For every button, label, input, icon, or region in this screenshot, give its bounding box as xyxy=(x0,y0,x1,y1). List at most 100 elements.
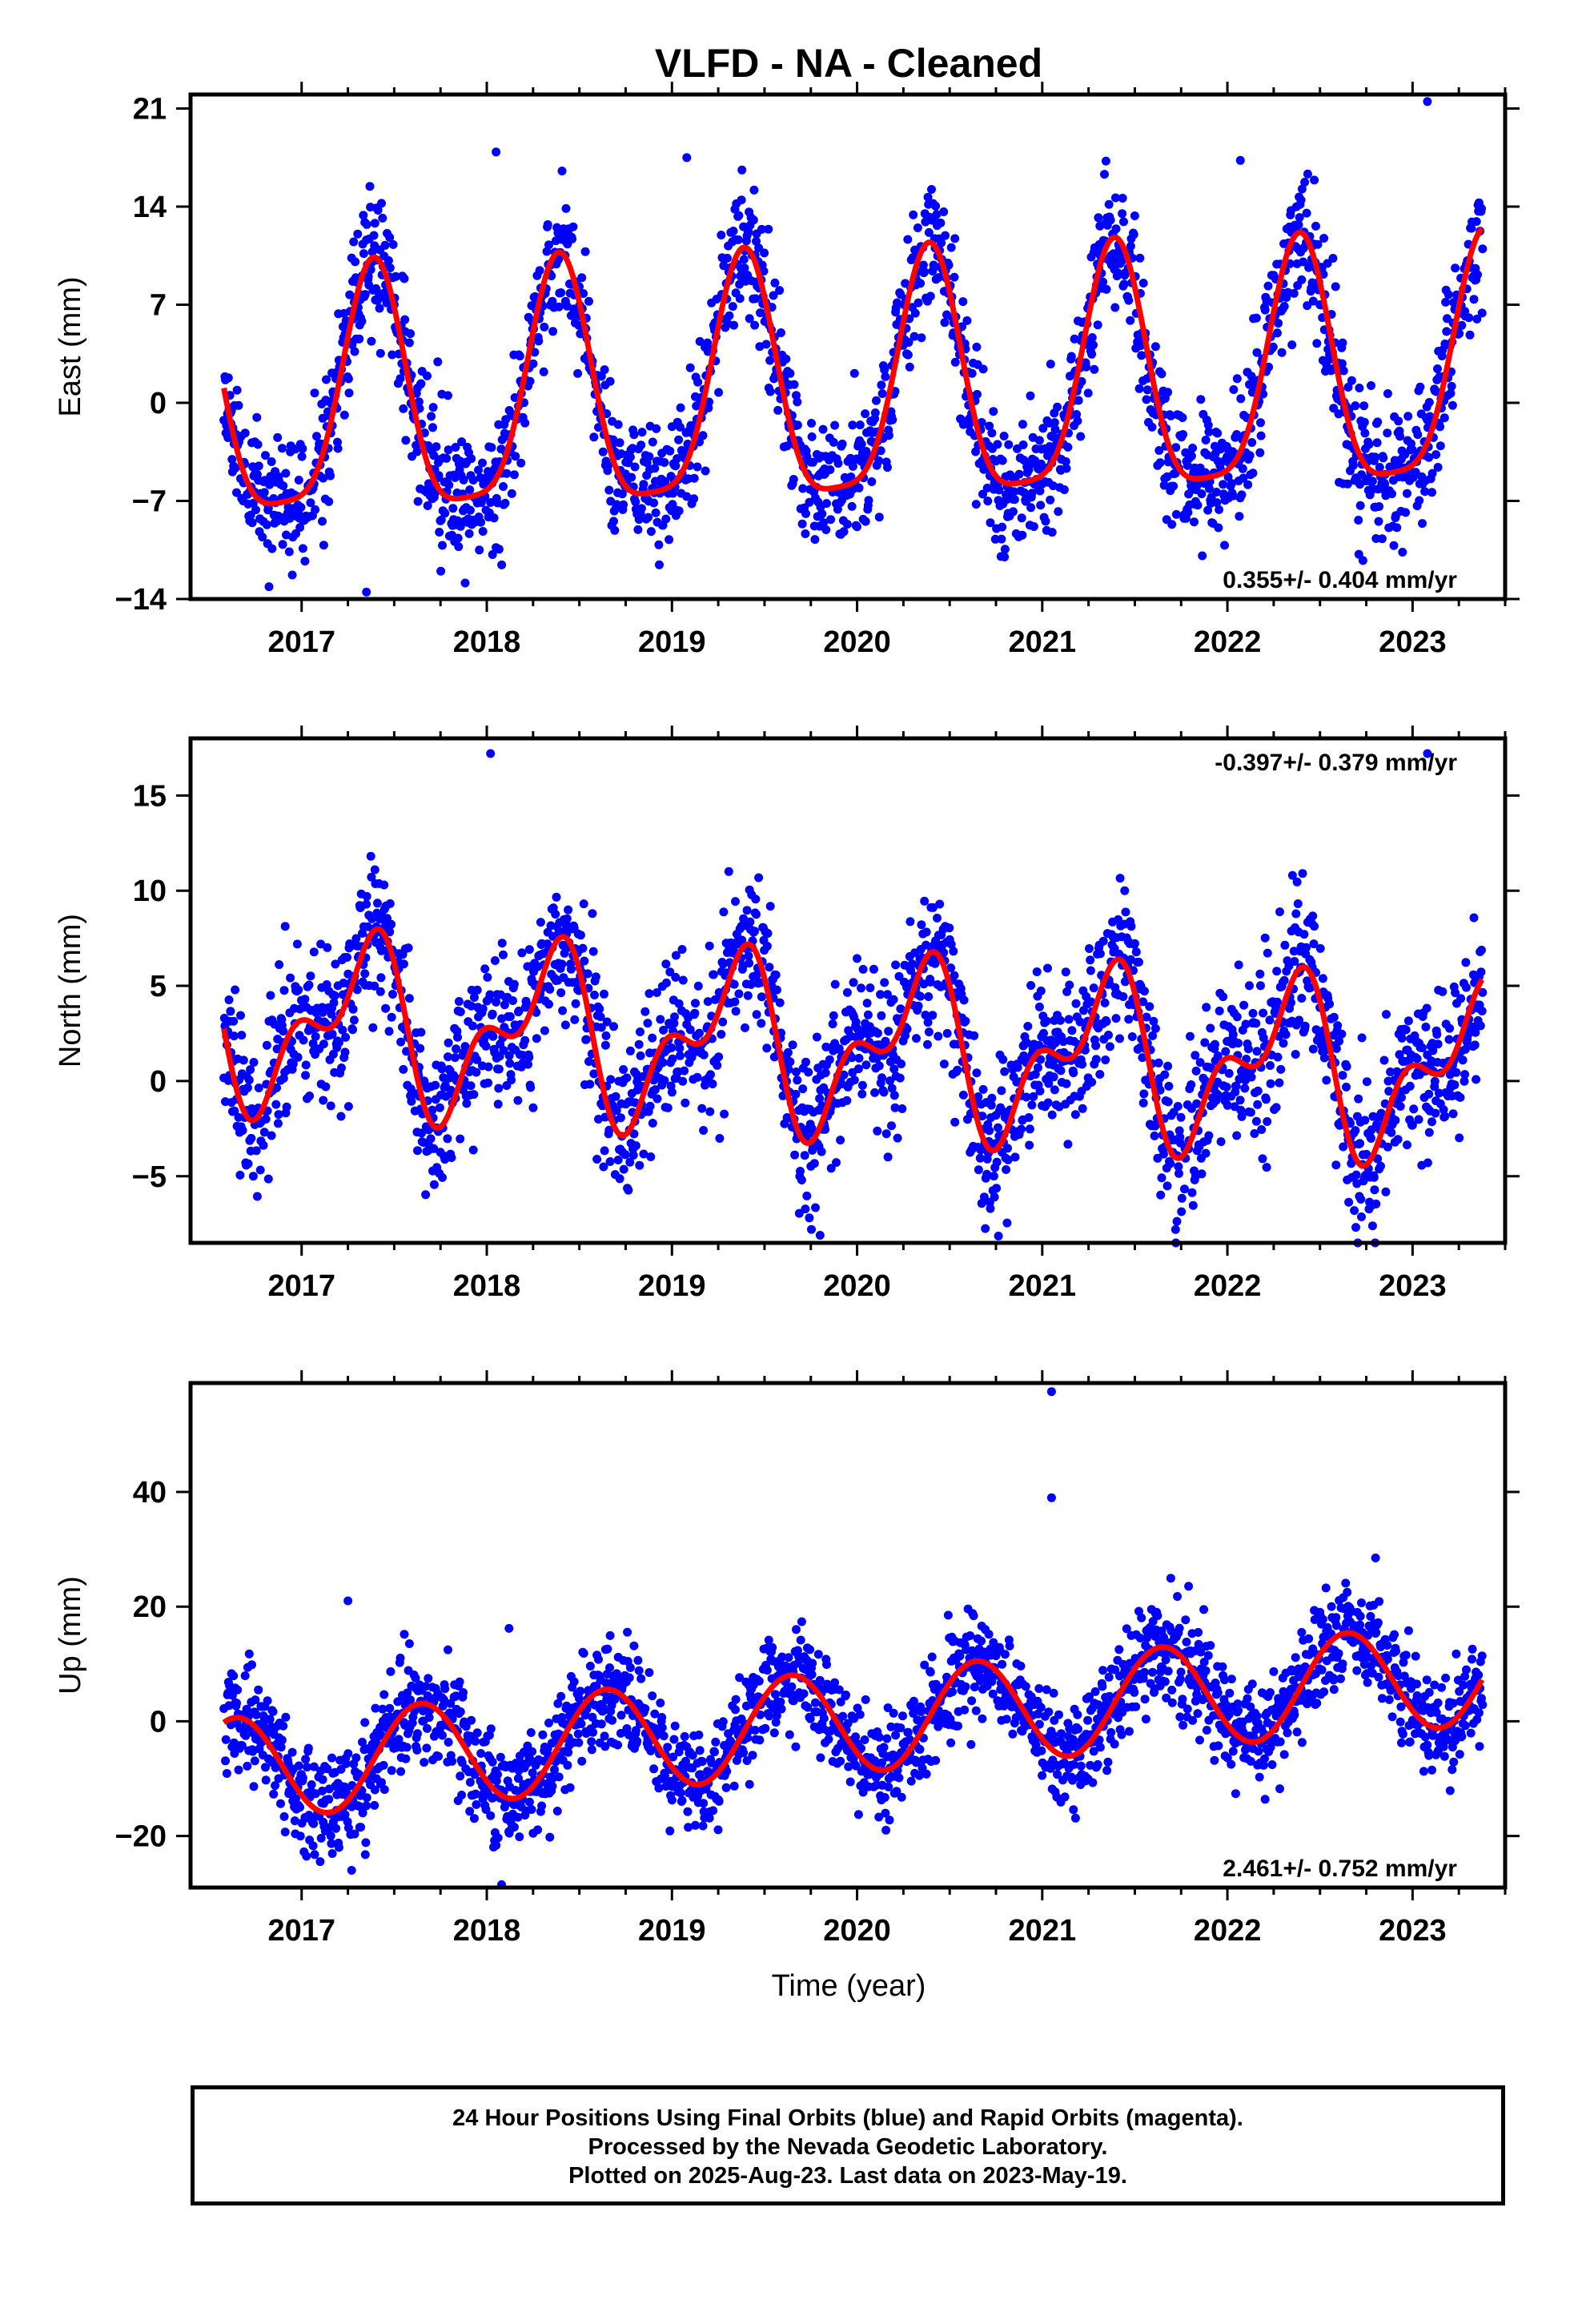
data-point xyxy=(1036,986,1046,995)
data-point xyxy=(613,420,623,429)
data-point xyxy=(1433,463,1443,472)
data-point xyxy=(884,1027,893,1036)
data-point xyxy=(858,964,868,974)
data-point xyxy=(273,1119,283,1128)
data-point xyxy=(1221,1047,1231,1056)
data-point xyxy=(580,956,589,966)
data-point xyxy=(1061,967,1070,977)
data-point xyxy=(337,1063,346,1072)
data-point xyxy=(830,979,840,989)
data-point xyxy=(1245,451,1255,460)
data-point xyxy=(375,304,384,313)
data-point xyxy=(1101,156,1110,166)
outlier-point xyxy=(682,153,692,163)
data-point xyxy=(524,1052,534,1062)
data-point xyxy=(1364,440,1374,449)
data-point xyxy=(551,910,560,919)
data-point xyxy=(369,231,379,240)
data-point xyxy=(1087,1077,1097,1087)
data-point xyxy=(1424,397,1434,407)
data-point xyxy=(252,1192,262,1201)
data-point xyxy=(1029,522,1038,531)
data-point xyxy=(729,227,738,235)
data-point xyxy=(308,1841,318,1851)
data-point xyxy=(375,348,385,358)
data-point xyxy=(867,477,877,486)
data-point xyxy=(1371,452,1380,462)
data-point xyxy=(1389,541,1399,550)
data-point xyxy=(750,320,760,330)
data-point xyxy=(1369,1172,1379,1182)
data-point xyxy=(301,1755,311,1764)
data-point xyxy=(401,436,411,445)
data-point xyxy=(507,489,516,498)
data-point xyxy=(499,482,508,491)
data-point xyxy=(525,376,535,386)
data-point xyxy=(1157,1173,1166,1183)
data-point xyxy=(357,316,367,326)
data-point xyxy=(629,430,639,440)
data-point xyxy=(295,1831,305,1841)
data-point xyxy=(247,518,257,528)
data-point xyxy=(1150,342,1160,352)
data-point xyxy=(428,403,438,412)
data-point xyxy=(1443,290,1453,300)
data-point xyxy=(862,999,872,1008)
data-point xyxy=(471,1736,480,1746)
data-point xyxy=(492,997,501,1007)
data-point xyxy=(651,508,661,517)
data-point xyxy=(493,1100,503,1109)
data-point xyxy=(1119,217,1128,227)
data-point xyxy=(633,525,643,534)
y-tick-label: 7 xyxy=(150,289,167,323)
data-point xyxy=(319,1039,328,1049)
data-point xyxy=(1063,442,1073,452)
data-point xyxy=(745,917,755,927)
data-point xyxy=(279,986,289,995)
data-point xyxy=(444,1645,452,1655)
data-point xyxy=(825,465,835,474)
data-point xyxy=(528,1103,538,1112)
data-point xyxy=(719,907,729,917)
data-point xyxy=(360,969,370,979)
data-point xyxy=(921,927,931,937)
data-point xyxy=(691,999,700,1008)
data-point xyxy=(811,1203,820,1212)
data-point xyxy=(981,1224,990,1233)
data-point xyxy=(1257,1125,1267,1134)
data-point xyxy=(830,420,840,430)
data-point xyxy=(833,505,842,514)
data-point xyxy=(1319,234,1329,243)
data-point xyxy=(777,328,785,337)
data-point xyxy=(1000,545,1010,554)
data-point xyxy=(516,458,526,468)
data-point xyxy=(1000,1067,1010,1076)
data-point xyxy=(282,1102,291,1112)
data-point xyxy=(447,1153,456,1162)
data-point xyxy=(513,1096,523,1105)
data-point xyxy=(749,185,759,195)
data-point xyxy=(494,1084,504,1093)
data-point xyxy=(301,1071,311,1080)
data-point xyxy=(236,1011,245,1020)
data-point xyxy=(484,1062,493,1072)
data-point xyxy=(817,509,827,519)
data-point xyxy=(1403,1016,1413,1026)
data-point xyxy=(1405,1081,1415,1091)
data-point xyxy=(971,500,981,509)
data-point xyxy=(1009,507,1018,517)
data-point xyxy=(673,454,682,464)
data-point xyxy=(440,1684,450,1694)
data-point xyxy=(1213,428,1223,438)
data-point xyxy=(800,1151,809,1160)
data-point xyxy=(456,1707,465,1716)
data-point xyxy=(639,480,648,489)
data-point xyxy=(380,240,390,250)
data-point xyxy=(1201,436,1211,444)
data-point xyxy=(1262,1163,1271,1172)
data-point xyxy=(1355,384,1364,392)
data-point xyxy=(254,1084,263,1092)
data-point xyxy=(368,1023,378,1032)
data-point xyxy=(1054,507,1063,517)
data-point xyxy=(402,1743,412,1752)
